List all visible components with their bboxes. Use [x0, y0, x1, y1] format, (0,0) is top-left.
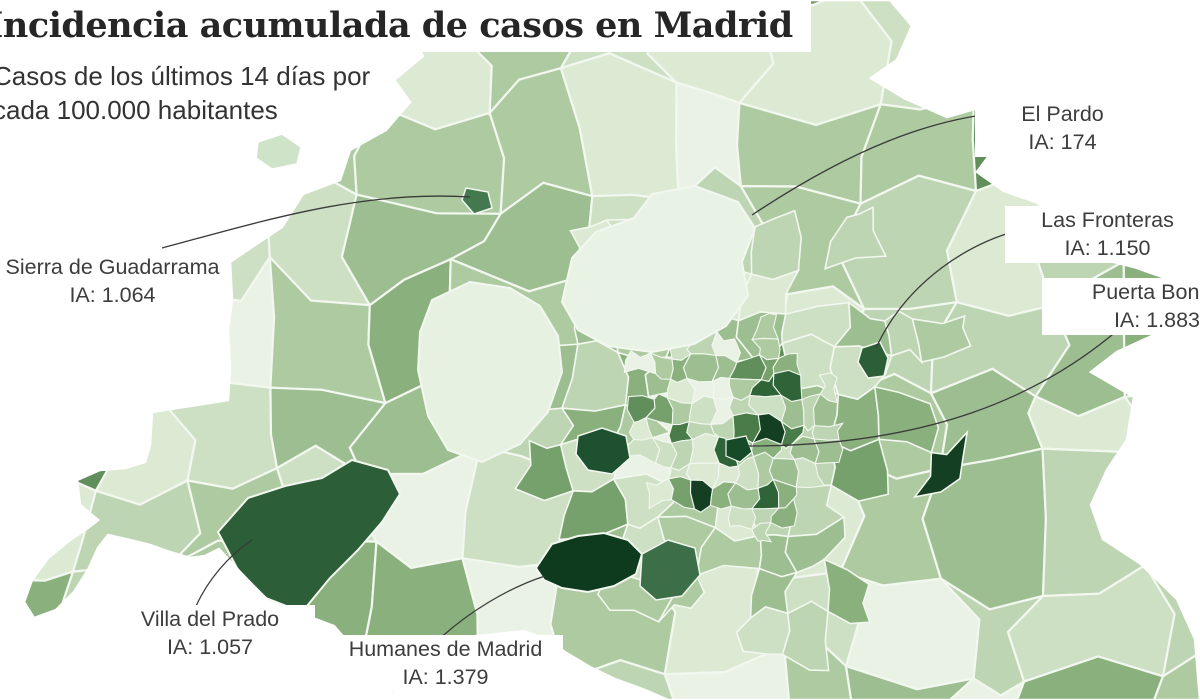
annotation-humanes-de-madrid: Humanes de Madrid IA: 1.379	[328, 635, 563, 692]
municipality-cell	[947, 677, 1028, 700]
municipality-cell	[1118, 0, 1200, 103]
municipality-cell	[24, 627, 92, 700]
region-light-west	[416, 280, 564, 464]
municipality-cell	[912, 429, 969, 499]
municipality-cell	[911, 314, 972, 363]
municipality-cell	[1006, 655, 1165, 700]
chart-subtitle: Casos de los últimos 14 días por cada 10…	[0, 57, 383, 133]
municipality-cell	[175, 654, 315, 700]
municipality-cell	[24, 373, 27, 484]
region-villa-del-prado	[216, 458, 402, 614]
annotation-ia-value: IA: 1.379	[402, 665, 489, 690]
municipality-cell	[754, 640, 856, 700]
annotation-region-name: Las Fronteras	[1041, 208, 1174, 232]
municipality-cell	[1016, 0, 1169, 14]
municipality-cell	[818, 372, 839, 404]
leader-sierra-de-guadarrama	[161, 195, 471, 249]
annotation-ia-value: IA: 1.883	[1113, 308, 1200, 333]
annotation-region-name: Humanes de Madrid	[348, 637, 543, 661]
annotation-las-fronteras: Las Fronteras IA: 1.150	[1005, 206, 1200, 263]
annotation-ia-value: IA: 1.150	[1064, 236, 1151, 261]
annotation-ia-value: IA: 174	[1028, 130, 1097, 155]
municipality-cell	[781, 600, 830, 672]
region-east-of-humanes	[639, 539, 701, 601]
municipality-cell	[823, 557, 871, 625]
annotation-el-pardo: El Pardo IA: 174	[975, 100, 1150, 157]
region-las-fronteras	[857, 341, 889, 379]
leader-humanes-de-madrid	[435, 575, 546, 643]
annotation-region-name: Puerta Bonita	[1091, 280, 1200, 304]
municipality-cell	[824, 206, 888, 271]
annotation-villa-del-prado: Villa del Prado IA: 1.057	[105, 605, 315, 662]
subtitle-line-2: cada 100.000 habitantes	[0, 95, 278, 126]
municipality-cell	[1146, 647, 1200, 700]
region-humanes-de-madrid	[534, 531, 644, 594]
annotation-region-name: Villa del Prado	[140, 607, 280, 631]
municipality-cell	[727, 505, 757, 531]
islet-northwest	[255, 133, 302, 170]
annotation-puerta-bonita: Puerta Bonita IA: 1.883	[1042, 278, 1200, 335]
region-sierra-de-guadarrama	[461, 187, 493, 215]
leader-puerta-bonita	[747, 329, 1119, 447]
title-box: Incidencia acumulada de casos en Madrid	[0, 0, 811, 52]
annotation-ia-value: IA: 1.064	[69, 283, 156, 308]
municipality-cell	[770, 497, 798, 529]
annotation-sierra-de-guadarrama: Sierra de Guadarrama IA: 1.064	[0, 253, 230, 310]
subtitle-line-1: Casos de los últimos 14 días por	[0, 61, 371, 91]
municipality-cell	[24, 455, 37, 581]
municipality-cell	[638, 644, 792, 700]
municipality-cell	[828, 438, 890, 503]
annotation-region-name: Sierra de Guadarrama	[5, 255, 220, 279]
municipality-cell	[682, 353, 720, 383]
annotation-ia-value: IA: 1.057	[166, 635, 254, 660]
municipality-cell	[751, 522, 773, 543]
municipality-cell	[793, 457, 826, 489]
region-el-pardo	[560, 184, 757, 354]
municipality-cell	[813, 438, 844, 465]
region-puerta-bonita	[725, 435, 753, 463]
municipality-cell	[938, 0, 1047, 14]
municipality-cell	[836, 664, 978, 700]
annotation-region-name: El Pardo	[1021, 102, 1104, 126]
region-leganes-dark	[575, 427, 631, 475]
chart-title: Incidencia acumulada de casos en Madrid	[0, 5, 793, 46]
leader-villa-del-prado	[195, 539, 253, 607]
municipality-cell	[1122, 383, 1200, 502]
